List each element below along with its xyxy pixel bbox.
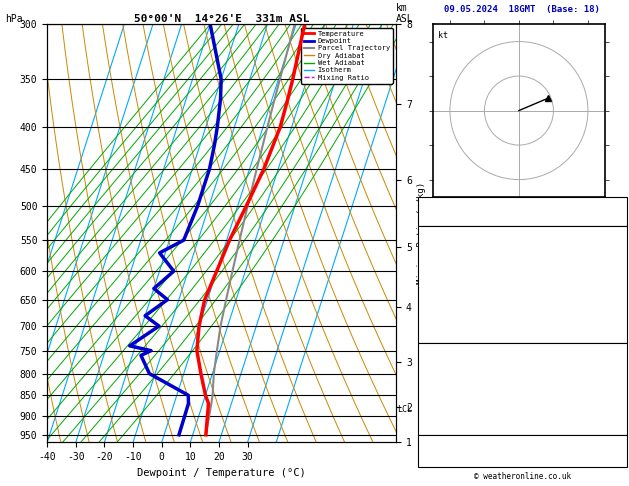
Text: 987: 987 <box>608 361 624 370</box>
Text: 0: 0 <box>618 440 624 449</box>
Text: PW (cm): PW (cm) <box>423 217 460 226</box>
Text: -5: -5 <box>613 197 624 206</box>
Text: 304: 304 <box>608 377 624 385</box>
Text: CIN (J): CIN (J) <box>423 423 460 432</box>
Text: 5.2: 5.2 <box>608 263 624 272</box>
Text: StmDir: StmDir <box>423 452 455 462</box>
Text: 09.05.2024  18GMT  (Base: 18): 09.05.2024 18GMT (Base: 18) <box>444 5 599 14</box>
Text: 67°: 67° <box>608 452 624 462</box>
Text: EH: EH <box>423 440 433 449</box>
Text: θₑ (K): θₑ (K) <box>423 377 455 385</box>
Text: 304: 304 <box>608 280 624 289</box>
Text: CAPE (J): CAPE (J) <box>423 313 465 322</box>
Text: SREH: SREH <box>423 446 444 455</box>
Text: Hodograph: Hodograph <box>498 434 547 443</box>
Text: 9: 9 <box>618 459 624 468</box>
Text: 8: 8 <box>618 296 624 306</box>
Text: LCL: LCL <box>397 405 412 414</box>
Text: K: K <box>423 197 428 206</box>
Text: 14.6: 14.6 <box>603 246 624 256</box>
Text: Pressure (mb): Pressure (mb) <box>423 361 493 370</box>
Text: Lifted Index: Lifted Index <box>423 296 487 306</box>
Text: Surface: Surface <box>504 230 541 239</box>
Text: 0.95: 0.95 <box>603 217 624 226</box>
Text: 15: 15 <box>613 407 624 417</box>
Text: θₑ(K): θₑ(K) <box>423 280 450 289</box>
Text: km
ASL: km ASL <box>396 3 414 24</box>
Text: Totals Totals: Totals Totals <box>423 207 493 216</box>
Text: kt: kt <box>438 31 448 40</box>
Y-axis label: Mixing Ratio (g/kg): Mixing Ratio (g/kg) <box>418 182 426 284</box>
Text: CIN (J): CIN (J) <box>423 330 460 339</box>
Text: 8: 8 <box>618 392 624 401</box>
Text: 37: 37 <box>613 207 624 216</box>
X-axis label: Dewpoint / Temperature (°C): Dewpoint / Temperature (°C) <box>137 468 306 478</box>
Text: CAPE (J): CAPE (J) <box>423 407 465 417</box>
Text: Dewp (°C): Dewp (°C) <box>423 263 471 272</box>
Text: StmSpd (kt): StmSpd (kt) <box>423 459 482 468</box>
Text: 0: 0 <box>618 423 624 432</box>
Text: 4: 4 <box>618 446 624 455</box>
Text: Temp (°C): Temp (°C) <box>423 246 471 256</box>
Text: 0: 0 <box>618 330 624 339</box>
Legend: Temperature, Dewpoint, Parcel Trajectory, Dry Adiabat, Wet Adiabat, Isotherm, Mi: Temperature, Dewpoint, Parcel Trajectory… <box>301 28 392 84</box>
Text: Lifted Index: Lifted Index <box>423 392 487 401</box>
Text: 15: 15 <box>613 313 624 322</box>
Text: hPa: hPa <box>5 14 23 24</box>
Text: © weatheronline.co.uk: © weatheronline.co.uk <box>474 472 571 481</box>
Title: 50°00'N  14°26'E  331m ASL: 50°00'N 14°26'E 331m ASL <box>134 14 309 23</box>
Text: Most Unstable: Most Unstable <box>487 346 557 355</box>
